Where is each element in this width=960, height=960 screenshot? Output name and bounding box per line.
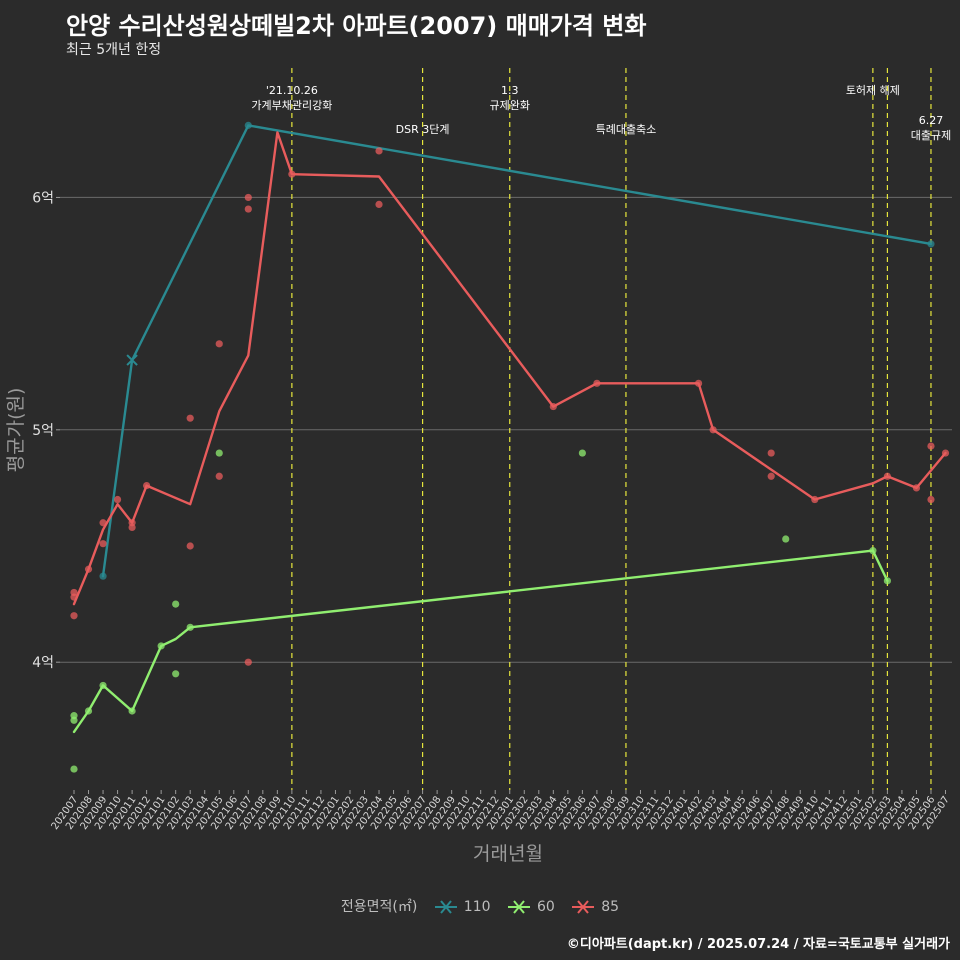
- data-point-85: [244, 658, 252, 666]
- legend-label-110: 110: [463, 899, 491, 915]
- source-caption: ©디아파트(dapt.kr) / 2025.07.24 / 자료=국토교통부 실…: [566, 937, 950, 952]
- data-point-85: [593, 379, 601, 387]
- data-point-85: [375, 200, 383, 208]
- legend-key-85: [572, 900, 595, 914]
- event-annotation: '21.10.26: [266, 84, 318, 97]
- data-point-60: [172, 670, 180, 678]
- series-layer: [70, 121, 950, 773]
- data-point-85: [99, 540, 107, 548]
- legend-key-110: [434, 900, 457, 914]
- data-point-85: [927, 495, 935, 504]
- y-axis-label: 평균가(원): [5, 388, 27, 473]
- y-tick-label: 4억: [32, 655, 54, 671]
- data-point-85: [186, 414, 194, 422]
- legend-label-85: 85: [601, 899, 620, 915]
- data-point-85: [288, 170, 296, 178]
- data-point-110: [244, 121, 252, 129]
- y-tick-label: 5억: [32, 423, 54, 439]
- data-point-60: [782, 535, 790, 543]
- data-point-110: [99, 572, 107, 580]
- data-point-60: [172, 600, 180, 608]
- cross-point-110: [126, 354, 138, 366]
- data-point-85: [912, 484, 921, 492]
- legend-item-60: 60: [507, 897, 555, 917]
- data-point-85: [186, 542, 194, 550]
- cross-stroke: [126, 354, 138, 366]
- data-point-85: [883, 472, 892, 480]
- data-point-85: [70, 593, 78, 601]
- legend: 전용면적(㎡) 110 60 85: [0, 896, 960, 917]
- data-point-85: [215, 472, 223, 480]
- data-point-60: [186, 623, 194, 631]
- data-point-85: [215, 340, 223, 348]
- data-point-85: [244, 205, 252, 213]
- data-point-60: [869, 547, 877, 555]
- event-annotation: 6.27: [919, 114, 944, 127]
- event-annotation: 대출규제: [911, 129, 951, 142]
- data-point-60: [215, 449, 223, 457]
- data-point-60: [578, 449, 586, 457]
- data-point-85: [767, 472, 775, 480]
- data-point-60: [70, 716, 78, 724]
- data-point-85: [941, 449, 950, 457]
- axis-layer: 4억5억6억2020072020082020092020102020112020…: [32, 190, 952, 832]
- data-point-60: [883, 577, 892, 585]
- chart-title: 안양 수리산성원상떼빌2차 아파트(2007) 매매가격 변화: [66, 12, 647, 40]
- data-point-60: [99, 681, 107, 690]
- data-point-85: [549, 402, 557, 411]
- data-point-85: [128, 523, 136, 532]
- data-point-85: [244, 193, 252, 202]
- x-axis-label: 거래년월: [473, 843, 543, 865]
- data-point-60: [157, 642, 165, 650]
- legend-label-60: 60: [536, 899, 555, 915]
- data-point-85: [694, 379, 703, 387]
- data-point-110: [927, 240, 935, 248]
- data-point-85: [375, 147, 383, 155]
- grid-layer: [60, 196, 952, 663]
- data-point-60: [70, 765, 78, 773]
- legend-title: 전용면적(㎡): [340, 899, 418, 915]
- event-annotation: 규제완화: [490, 99, 530, 112]
- data-point-60: [128, 707, 136, 715]
- series-line-60: [72, 549, 889, 734]
- data-point-85: [143, 481, 151, 490]
- event-annotation: DSR 3단계: [396, 123, 450, 136]
- data-point-85: [767, 449, 775, 457]
- data-point-85: [709, 426, 717, 434]
- y-tick-label: 6억: [32, 190, 54, 206]
- event-annotation: 1.3: [501, 84, 519, 97]
- series-line-110: [101, 124, 933, 578]
- event-annotation: 토허제 해제: [846, 83, 900, 97]
- chart-subtitle: 최근 5개년 한정: [66, 42, 162, 58]
- legend-item-85: 85: [571, 897, 619, 917]
- legend-item-110: 110: [434, 897, 491, 917]
- data-point-85: [70, 612, 78, 620]
- data-point-85: [811, 495, 819, 504]
- data-point-85: [84, 565, 93, 573]
- event-annotation: 특례대출축소: [596, 123, 657, 136]
- legend-key-60: [507, 900, 530, 914]
- data-point-85: [927, 442, 935, 450]
- data-point-85: [99, 519, 107, 527]
- data-point-85: [113, 495, 122, 504]
- data-point-60: [84, 707, 93, 715]
- event-annotation: 가계부채관리강화: [251, 99, 332, 112]
